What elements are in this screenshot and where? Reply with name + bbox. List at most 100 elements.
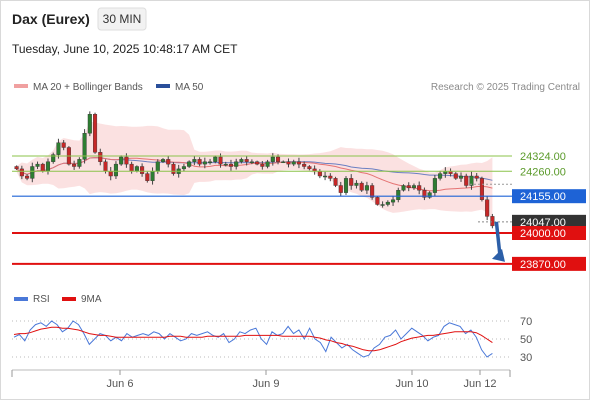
candle	[213, 156, 218, 162]
candle	[328, 175, 333, 179]
current-price-label-box	[512, 214, 586, 229]
current-price-label: 24047.00	[520, 217, 566, 229]
rsi-legend-label: RSI	[33, 294, 50, 305]
candle	[150, 171, 155, 181]
candle	[87, 114, 92, 134]
price-plot: 24324.00 24260.00 24155.00 24047.0024000.00…	[12, 111, 586, 271]
candle	[56, 142, 61, 155]
ma50-legend-swatch	[156, 84, 170, 88]
forecast-arrow	[492, 221, 505, 262]
rsi-legend-swatch	[14, 297, 28, 301]
x-axis: Jun 6 Jun 9 Jun 10 Jun 12	[11, 369, 511, 390]
candle	[255, 161, 260, 165]
ma50-legend-label: MA 50	[175, 82, 204, 93]
candle	[234, 161, 239, 167]
candle	[375, 197, 380, 205]
target-label: 23870.00	[520, 259, 566, 271]
candle	[286, 161, 291, 165]
candle	[364, 185, 369, 191]
candle	[30, 166, 35, 179]
ma20-legend-label: MA 20 + Bollinger Bands	[33, 82, 143, 93]
candle	[380, 204, 385, 206]
candle	[19, 168, 24, 177]
timeframe-badge[interactable]	[97, 7, 147, 31]
candle	[317, 171, 322, 177]
candle	[113, 163, 118, 177]
x-tick-label: Jun 6	[107, 378, 134, 390]
candle	[45, 161, 51, 172]
pivot-label-box	[512, 189, 586, 204]
candle	[181, 166, 186, 170]
resistance-2-label: 24324.00	[520, 151, 566, 163]
candle	[134, 166, 139, 172]
timestamp: Tuesday, June 10, 2025 10:48:17 AM CET	[12, 42, 238, 56]
candle	[124, 156, 129, 165]
candle	[411, 185, 416, 189]
arrow-shaft	[494, 221, 502, 257]
candle	[119, 156, 124, 165]
resistance-1-label: 24260.00	[520, 166, 566, 178]
candle	[208, 161, 213, 163]
candle	[93, 114, 98, 153]
candle	[40, 163, 45, 172]
candle	[14, 166, 19, 170]
candle	[458, 175, 464, 179]
candle	[474, 175, 479, 179]
candle	[417, 185, 422, 191]
candle	[239, 159, 244, 162]
candle	[202, 161, 207, 165]
ma20-legend-swatch	[14, 84, 28, 88]
instrument-title: Dax (Eurex)	[12, 11, 90, 27]
candle	[307, 166, 312, 170]
candle	[98, 152, 103, 162]
candle	[51, 154, 56, 162]
rsi-tick-label: 50	[520, 334, 532, 346]
candle	[323, 175, 328, 178]
rsi-line	[13, 320, 493, 358]
support-1-label: 24000.00	[520, 228, 566, 240]
candle	[281, 161, 286, 163]
candle	[187, 161, 192, 167]
candle	[244, 159, 249, 162]
candle	[391, 199, 396, 203]
copyright: Research © 2025 Trading Central	[431, 82, 580, 93]
candle	[265, 161, 270, 167]
x-tick-label: Jun 9	[253, 378, 280, 390]
candle	[108, 171, 113, 177]
candle	[490, 216, 495, 227]
candle	[155, 161, 160, 172]
arrow-head	[492, 248, 505, 262]
candle	[171, 163, 176, 174]
target-label-box	[512, 256, 586, 271]
candle	[61, 142, 66, 148]
candle	[228, 163, 234, 167]
candle	[249, 161, 254, 163]
candle	[464, 175, 469, 186]
candle	[432, 178, 437, 193]
candle	[291, 161, 296, 165]
rsi-panel: 70 50 30	[12, 316, 532, 364]
candle	[343, 178, 349, 193]
candle	[77, 159, 82, 167]
candle	[385, 201, 390, 205]
pivot-label: 24155.00	[520, 191, 566, 203]
candle	[260, 163, 265, 167]
candles	[14, 111, 495, 229]
candle	[296, 161, 301, 165]
candle	[218, 156, 223, 165]
candle	[160, 159, 166, 162]
candle	[103, 161, 108, 172]
candle	[25, 175, 30, 179]
candle	[192, 159, 197, 162]
candle	[35, 163, 40, 167]
candle	[72, 163, 77, 167]
timeframe-label: 30 MIN	[103, 12, 142, 26]
rsi-tick-label: 70	[520, 316, 532, 328]
rsi-ma-line	[13, 326, 493, 352]
candle	[479, 178, 484, 200]
support-1-label-box	[512, 226, 586, 240]
candle	[370, 185, 375, 198]
candle	[406, 185, 411, 189]
candle	[302, 163, 307, 167]
